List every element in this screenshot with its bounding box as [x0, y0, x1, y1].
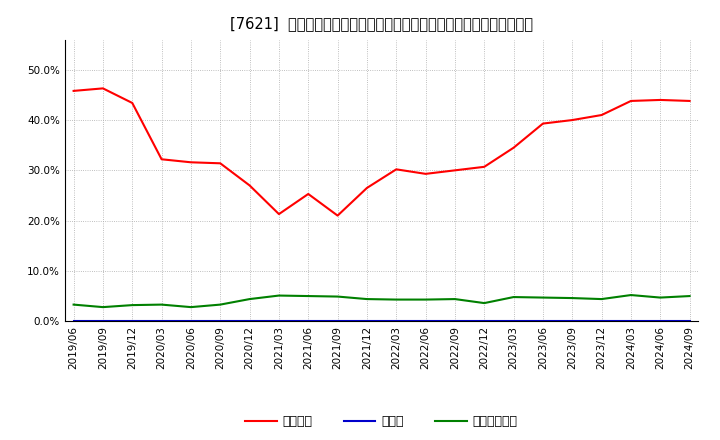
繰延税金資産	[421, 297, 430, 302]
Title: [7621]  自己資本、のれん、繰延税金資産の総資産に対する比率の推移: [7621] 自己資本、のれん、繰延税金資産の総資産に対する比率の推移	[230, 16, 533, 32]
自己資本	[539, 121, 547, 126]
自己資本	[392, 167, 400, 172]
自己資本	[363, 185, 372, 191]
自己資本	[216, 161, 225, 166]
のれん	[568, 319, 577, 324]
Legend: 自己資本, のれん, 繰延税金資産: 自己資本, のれん, 繰延税金資産	[240, 410, 523, 433]
自己資本	[274, 212, 283, 217]
繰延税金資産	[598, 297, 606, 302]
のれん	[509, 319, 518, 324]
繰延税金資産	[685, 293, 694, 299]
のれん	[626, 319, 635, 324]
繰延税金資産	[304, 293, 312, 299]
のれん	[451, 319, 459, 324]
自己資本	[451, 168, 459, 173]
繰延税金資産	[392, 297, 400, 302]
のれん	[539, 319, 547, 324]
繰延税金資産	[363, 297, 372, 302]
自己資本	[509, 145, 518, 150]
繰延税金資産	[539, 295, 547, 300]
繰延税金資産	[246, 297, 254, 302]
自己資本	[128, 100, 137, 106]
のれん	[333, 319, 342, 324]
自己資本	[480, 164, 489, 169]
繰延税金資産	[274, 293, 283, 298]
繰延税金資産	[157, 302, 166, 307]
繰延税金資産	[128, 302, 137, 308]
Line: 繰延税金資産: 繰延税金資産	[73, 295, 690, 307]
のれん	[157, 319, 166, 324]
のれん	[480, 319, 489, 324]
繰延税金資産	[216, 302, 225, 307]
繰延税金資産	[69, 302, 78, 307]
のれん	[392, 319, 400, 324]
自己資本	[421, 171, 430, 176]
のれん	[363, 319, 372, 324]
自己資本	[333, 213, 342, 218]
繰延税金資産	[186, 304, 195, 310]
繰延税金資産	[480, 301, 489, 306]
自己資本	[157, 157, 166, 162]
繰延税金資産	[333, 294, 342, 299]
のれん	[99, 319, 107, 324]
繰延税金資産	[568, 295, 577, 301]
自己資本	[598, 112, 606, 117]
自己資本	[186, 160, 195, 165]
自己資本	[69, 88, 78, 94]
のれん	[656, 319, 665, 324]
自己資本	[656, 97, 665, 103]
自己資本	[568, 117, 577, 123]
自己資本	[99, 86, 107, 91]
のれん	[598, 319, 606, 324]
のれん	[246, 319, 254, 324]
のれん	[69, 319, 78, 324]
のれん	[421, 319, 430, 324]
のれん	[304, 319, 312, 324]
自己資本	[626, 98, 635, 103]
のれん	[216, 319, 225, 324]
のれん	[685, 319, 694, 324]
繰延税金資産	[656, 295, 665, 300]
のれん	[128, 319, 137, 324]
自己資本	[685, 98, 694, 103]
のれん	[186, 319, 195, 324]
自己資本	[304, 191, 312, 197]
のれん	[274, 319, 283, 324]
繰延税金資産	[509, 294, 518, 300]
繰延税金資産	[451, 297, 459, 302]
自己資本	[246, 183, 254, 188]
Line: 自己資本: 自己資本	[73, 88, 690, 216]
繰延税金資産	[99, 304, 107, 310]
繰延税金資産	[626, 293, 635, 298]
